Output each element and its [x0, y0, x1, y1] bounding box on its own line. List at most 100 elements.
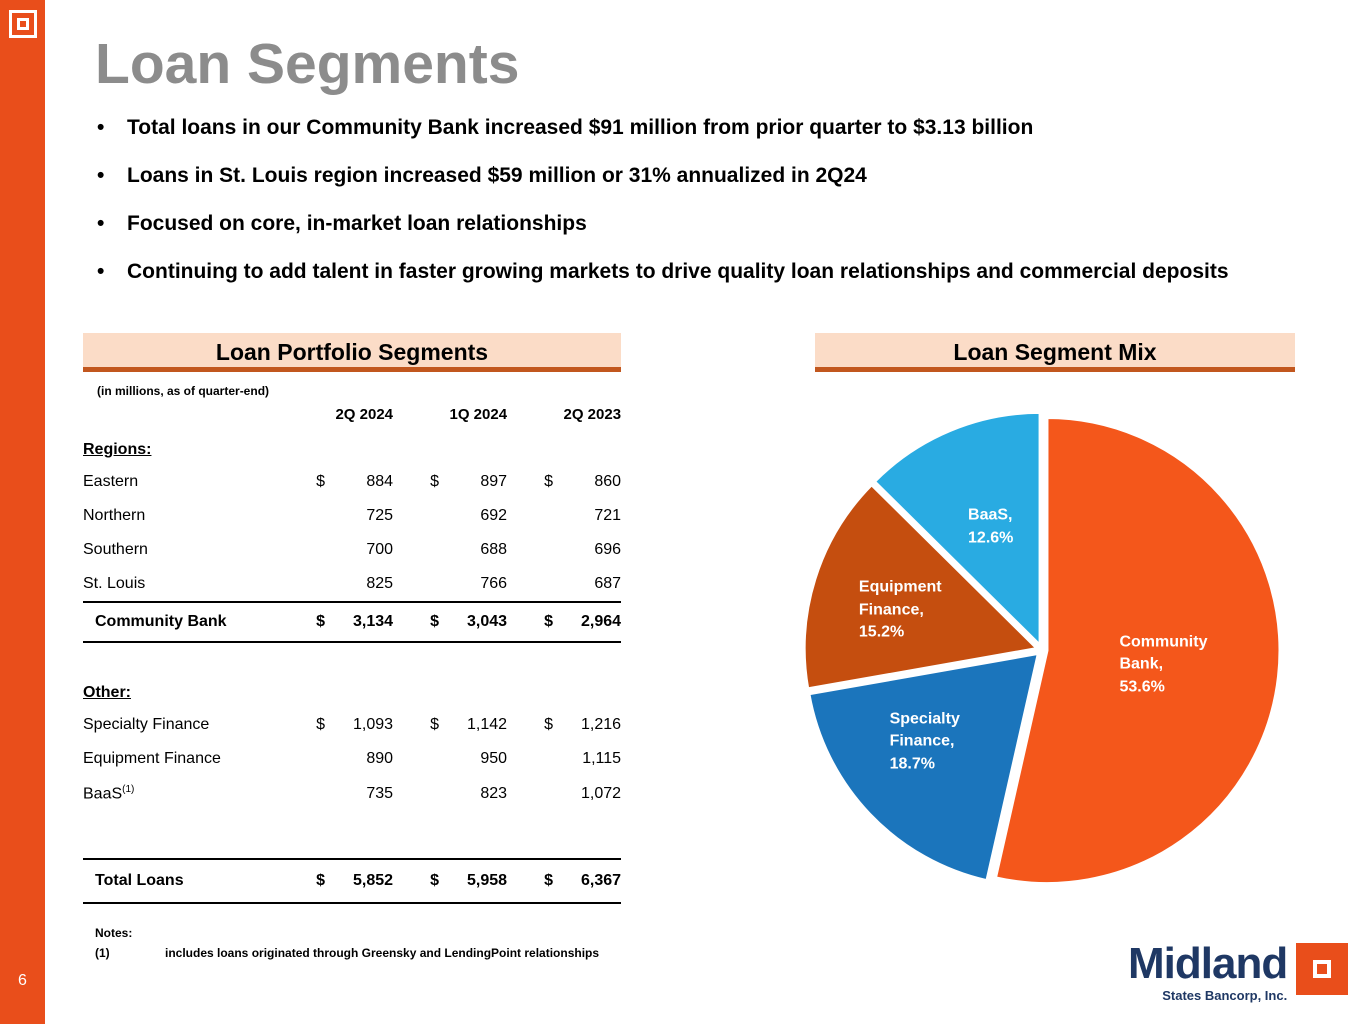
note-text: includes loans originated through Greens…	[165, 946, 600, 961]
midland-logo: Midland States Bancorp, Inc.	[1128, 939, 1349, 1004]
loan-portfolio-header: Loan Portfolio Segments	[83, 333, 621, 372]
notes: Notes: (1) includes loans originated thr…	[83, 926, 621, 960]
midland-logo-mark-icon	[9, 10, 37, 38]
table-row-equipment-finance: Equipment Finance 890 950 1,115	[83, 742, 621, 776]
row-label: Community Bank	[83, 601, 313, 643]
bullet-text: Loans in St. Louis region increased $59 …	[127, 164, 867, 187]
cell-value: 6,367	[553, 858, 622, 905]
sidebar: 6	[0, 0, 45, 1024]
midland-logo-text: Midland States Bancorp, Inc.	[1128, 939, 1288, 1004]
pie-chart: Community Bank, 53.6% Specialty Finance, 18…	[800, 408, 1284, 892]
loan-segment-mix-header: Loan Segment Mix	[815, 333, 1295, 372]
cell-value: 823	[480, 784, 508, 802]
table-row-southern: Southern 700 688 696	[83, 533, 621, 567]
cell-value: 890	[366, 750, 394, 767]
cell-value: 3,134	[325, 601, 394, 643]
cell-value: 950	[480, 750, 508, 767]
midland-wordmark: Midland	[1128, 939, 1288, 988]
section-row-other: Other:	[83, 674, 621, 708]
section-row-regions: Regions:	[83, 431, 621, 465]
pie-slice-equipment-finance	[802, 483, 1039, 691]
cell-value: 700	[366, 541, 394, 558]
logo-inner-square-icon	[17, 18, 29, 30]
loan-portfolio-panel: Loan Portfolio Segments (in millions, as…	[83, 333, 622, 960]
bullet-text: Total loans in our Community Bank increa…	[127, 116, 1034, 139]
midland-logo-mark-icon	[1296, 943, 1349, 995]
spacer-row	[83, 642, 621, 674]
row-label: Eastern	[83, 473, 139, 490]
currency-sign: $	[430, 473, 440, 490]
bullet-list: • Total loans in our Community Bank incr…	[97, 112, 1282, 304]
pie-label-equipment-finance: Equipment Finance, 15.2%	[858, 578, 942, 641]
cell-value: 721	[594, 507, 622, 524]
cell-value: 1,216	[581, 716, 622, 733]
cell-value: 5,852	[325, 858, 394, 905]
pie-chart-svg	[802, 410, 1282, 886]
currency-sign: $	[313, 858, 325, 905]
cell-value: 688	[480, 541, 508, 558]
row-label: St. Louis	[83, 575, 146, 592]
table-subtitle: (in millions, as of quarter-end)	[97, 384, 270, 398]
loan-table: 2Q 2024 1Q 2024 2Q 2023 Regions: Eastern…	[83, 400, 622, 905]
currency-sign: $	[544, 716, 554, 733]
table-row-st-louis: St. Louis 825 766 687	[83, 567, 621, 602]
cell-value: 1,115	[582, 750, 622, 767]
currency-sign: $	[316, 716, 325, 733]
logo-inner-square-icon	[1313, 960, 1332, 978]
table-row-northern: Northern 725 692 721	[83, 499, 621, 533]
column-header-row: 2Q 2024 1Q 2024 2Q 2023	[83, 400, 621, 431]
cell-value: 687	[594, 575, 622, 592]
spacer-row	[83, 811, 621, 859]
row-label: Total Loans	[83, 858, 313, 905]
cell-value: 2,964	[553, 601, 622, 643]
currency-sign: $	[313, 601, 325, 643]
cell-value: 766	[480, 575, 508, 592]
footnote-marker: (1)	[122, 784, 135, 795]
table-row-specialty-finance: Specialty Finance $ 1,093 $ 1,142 $ 1,21…	[83, 708, 621, 742]
cell-value: 696	[594, 541, 622, 558]
section-label-other: Other:	[83, 684, 131, 701]
table-row-community-bank: Community Bank $ 3,134 $ 3,043 $ 2,964	[83, 601, 622, 643]
pie-slice-community-bank	[993, 416, 1282, 886]
bullet-item: • Focused on core, in-market loan relati…	[97, 208, 1282, 239]
page-title: Loan Segments	[95, 32, 520, 96]
row-label: Specialty Finance	[83, 716, 210, 733]
bullet-dot-icon: •	[97, 164, 105, 187]
bullet-item: • Loans in St. Louis region increased $5…	[97, 160, 1282, 191]
notes-heading: Notes:	[95, 926, 133, 941]
currency-sign: $	[544, 473, 554, 490]
currency-sign: $	[393, 601, 440, 643]
table-row-baas: BaaS(1) 735 823 1,072	[83, 776, 621, 811]
note-item: (1) includes loans originated through Gr…	[95, 946, 621, 960]
cell-value: 725	[366, 507, 394, 524]
table-row-total-loans: Total Loans $ 5,852 $ 5,958 $ 6,367	[83, 858, 622, 905]
row-label: Southern	[83, 541, 148, 558]
row-label: Northern	[83, 507, 146, 524]
cell-value: 1,142	[466, 716, 508, 733]
bullet-text: Continuing to add talent in faster growi…	[127, 260, 1229, 283]
midland-subtext: States Bancorp, Inc.	[1162, 988, 1288, 1004]
column-header-1q2024: 1Q 2024	[449, 406, 508, 423]
pie-label-community-bank: Community Bank, 53.6%	[1119, 633, 1208, 695]
currency-sign: $	[393, 858, 440, 905]
currency-sign: $	[430, 716, 440, 733]
cell-value: 1,072	[581, 784, 622, 802]
pie-label-specialty-finance: Specialty Finance, 18.7%	[889, 710, 960, 773]
pie-slice-specialty-finance	[807, 651, 1040, 883]
table-row-eastern: Eastern $ 884 $ 897 $ 860	[83, 465, 621, 499]
row-label: Equipment Finance	[83, 750, 221, 767]
cell-value: 1,093	[352, 716, 394, 733]
bullet-dot-icon: •	[97, 116, 105, 139]
cell-value: 884	[366, 473, 394, 490]
bullet-dot-icon: •	[97, 212, 105, 235]
cell-value: 735	[366, 784, 394, 802]
cell-value: 692	[480, 507, 508, 524]
cell-value: 825	[366, 575, 394, 592]
cell-value: 5,958	[439, 858, 508, 905]
currency-sign: $	[316, 473, 325, 490]
bullet-dot-icon: •	[97, 260, 105, 283]
currency-sign: $	[507, 858, 554, 905]
note-ref: (1)	[95, 946, 110, 961]
bullet-text: Focused on core, in-market loan relation…	[127, 212, 587, 235]
